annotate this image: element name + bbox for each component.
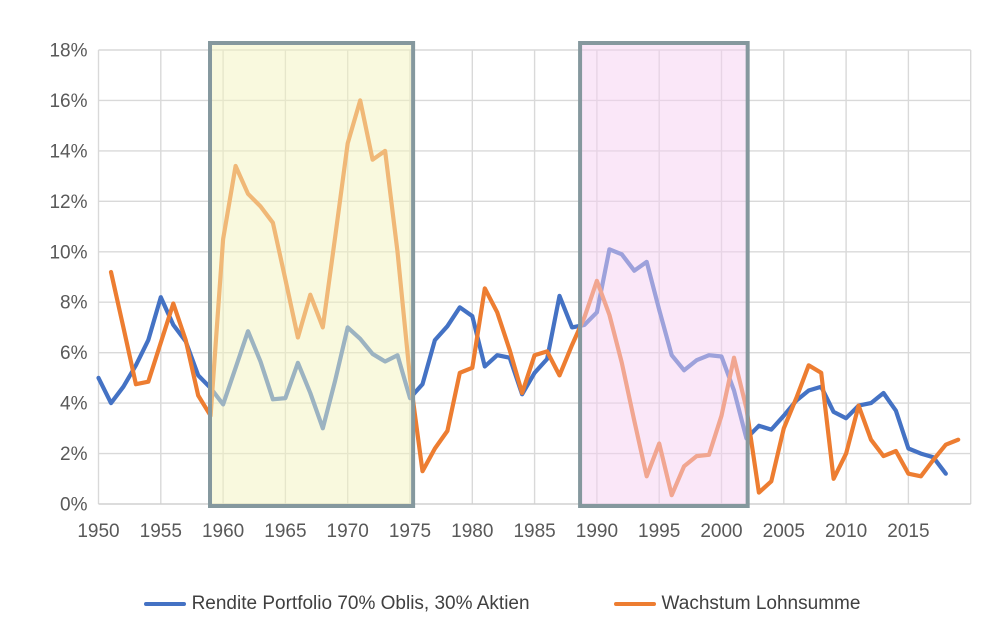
y-axis-tick-label: 18% bbox=[49, 41, 87, 62]
y-axis-tick-label: 0% bbox=[60, 495, 88, 516]
x-axis-tick-label: 2005 bbox=[763, 521, 805, 542]
y-axis-tick-label: 8% bbox=[60, 293, 88, 314]
x-axis-tick-label: 1980 bbox=[451, 521, 493, 542]
x-axis-tick-label: 1955 bbox=[140, 521, 182, 542]
period-1989-2002-highlight-box bbox=[578, 41, 750, 508]
x-axis-tick-label: 2015 bbox=[887, 521, 929, 542]
x-axis-tick-label: 1950 bbox=[77, 521, 119, 542]
x-axis-tick-label: 2000 bbox=[700, 521, 742, 542]
x-axis-tick-label: 1965 bbox=[264, 521, 306, 542]
y-axis-tick-label: 14% bbox=[49, 141, 87, 162]
x-axis-tick-label: 2010 bbox=[825, 521, 867, 542]
legend-item-lohnsumme: Wachstum Lohnsumme bbox=[613, 593, 861, 615]
period-1959-1975-highlight-box bbox=[208, 41, 416, 508]
y-axis-tick-label: 12% bbox=[49, 192, 87, 213]
chart-legend: Rendite Portfolio 70% Oblis, 30% Aktien … bbox=[0, 593, 1004, 615]
x-axis-tick-label: 1990 bbox=[576, 521, 618, 542]
x-axis-tick-label: 1995 bbox=[638, 521, 680, 542]
x-axis-tick-label: 1970 bbox=[327, 521, 369, 542]
legend-label-portfolio: Rendite Portfolio 70% Oblis, 30% Aktien bbox=[191, 593, 530, 614]
legend-item-portfolio: Rendite Portfolio 70% Oblis, 30% Aktien bbox=[143, 593, 530, 615]
legend-label-lohnsumme: Wachstum Lohnsumme bbox=[661, 593, 861, 614]
x-axis-tick-label: 1975 bbox=[389, 521, 431, 542]
x-axis-tick-label: 1985 bbox=[513, 521, 555, 542]
portfolio-line-swatch-icon bbox=[143, 601, 186, 607]
x-axis-tick-label: 1960 bbox=[202, 521, 244, 542]
y-axis-tick-label: 16% bbox=[49, 91, 87, 112]
y-axis-tick-label: 10% bbox=[49, 242, 87, 263]
y-axis-tick-label: 2% bbox=[60, 444, 88, 465]
lohnsumme-line-swatch-icon bbox=[613, 601, 656, 607]
y-axis-tick-label: 6% bbox=[60, 343, 88, 364]
y-axis-tick-label: 4% bbox=[60, 394, 88, 415]
